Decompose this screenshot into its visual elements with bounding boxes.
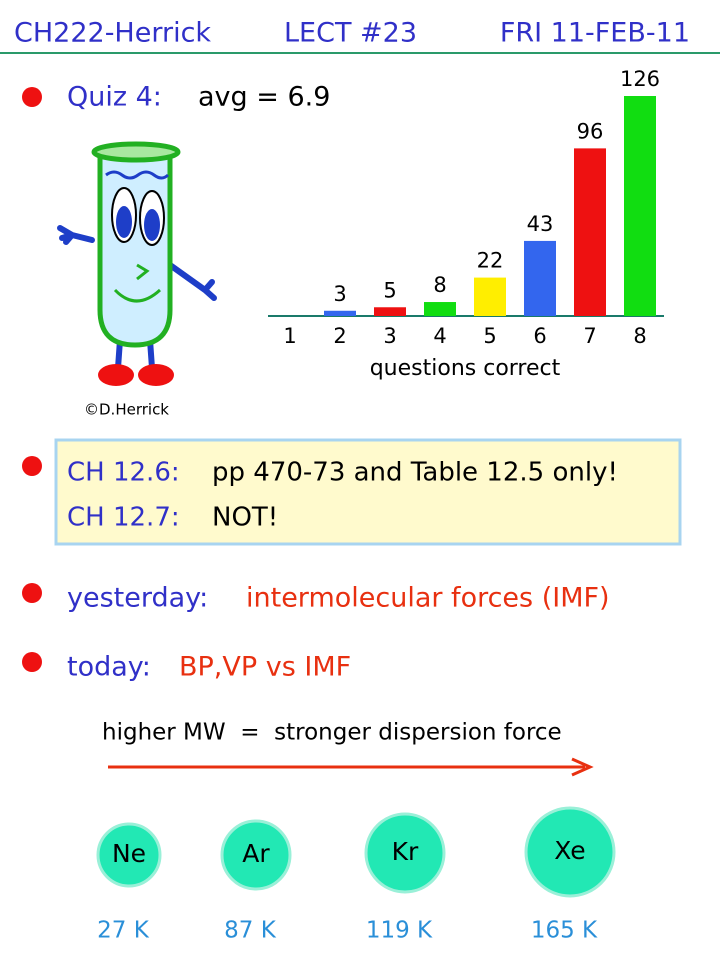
data-label: 3 (333, 282, 346, 306)
x-tick-label: 6 (533, 324, 546, 348)
bar (624, 96, 656, 316)
atom-symbol: Xe (554, 836, 585, 865)
x-axis-label: questions correct (370, 356, 561, 381)
atom-symbol: Kr (392, 837, 419, 866)
boiling-point: 119 K (366, 918, 433, 944)
atom (364, 812, 446, 894)
lecture: LECT #23 (284, 18, 417, 49)
data-label: 5 (383, 278, 396, 302)
atom (96, 822, 162, 888)
x-tick-label: 2 (333, 324, 346, 348)
bullet (22, 456, 42, 476)
yesterday-text: intermolecular forces (IMF) (246, 583, 610, 614)
reading-box (54, 438, 682, 546)
bar (324, 310, 356, 316)
quiz-chart: 1 2 3 3 5 4 8 5 22 6 43 7 96 8 126 questions correct (268, 67, 664, 381)
reading-text: pp 470-73 and Table 12.5 only! (212, 458, 618, 488)
bar (474, 277, 506, 316)
atom-symbol: Ar (242, 839, 270, 868)
boiling-point: 27 K (97, 918, 150, 944)
bar (574, 148, 606, 316)
today-text: BP,VP vs IMF (179, 652, 351, 683)
x-tick-label: 5 (483, 324, 496, 348)
bullet (22, 652, 42, 672)
x-tick-label: 7 (583, 324, 596, 348)
atoms: Ne 27 K Ar 87 K Kr 119 K Xe 165 K (96, 806, 616, 944)
boiling-point: 87 K (224, 918, 277, 944)
atom (524, 806, 616, 898)
yesterday-label: yesterday: (67, 583, 208, 614)
x-tick-label: 1 (283, 324, 296, 348)
data-label: 22 (477, 249, 504, 273)
today-label: today: (67, 652, 151, 683)
x-tick-label: 8 (633, 324, 646, 348)
atom-symbol: Ne (112, 839, 146, 868)
data-label: 126 (620, 67, 660, 91)
bar (524, 240, 556, 316)
atom (220, 819, 292, 891)
data-label: 43 (527, 212, 554, 236)
reading-text: NOT! (212, 503, 278, 533)
bar (424, 302, 456, 316)
data-label: 96 (577, 119, 604, 143)
date: FRI 11-FEB-11 (500, 18, 690, 49)
boiling-point: 165 K (531, 918, 598, 944)
credit: ©D.Herrick (84, 401, 169, 419)
course: CH222-Herrick (14, 18, 211, 49)
quiz-label: Quiz 4: (67, 82, 162, 113)
test-tube-cartoon (57, 141, 217, 386)
x-tick-label: 4 (433, 324, 446, 348)
bullet (22, 87, 42, 107)
x-tick-label: 3 (383, 324, 396, 348)
data-label: 8 (433, 273, 446, 297)
bullet (22, 583, 42, 603)
reading-label: CH 12.7: (67, 503, 180, 533)
trend-text: higher MW = stronger dispersion force (102, 720, 562, 746)
reading-label: CH 12.6: (67, 458, 180, 488)
quiz-text: avg = 6.9 (198, 82, 330, 113)
bar (374, 307, 406, 316)
arrow-head (571, 757, 594, 777)
